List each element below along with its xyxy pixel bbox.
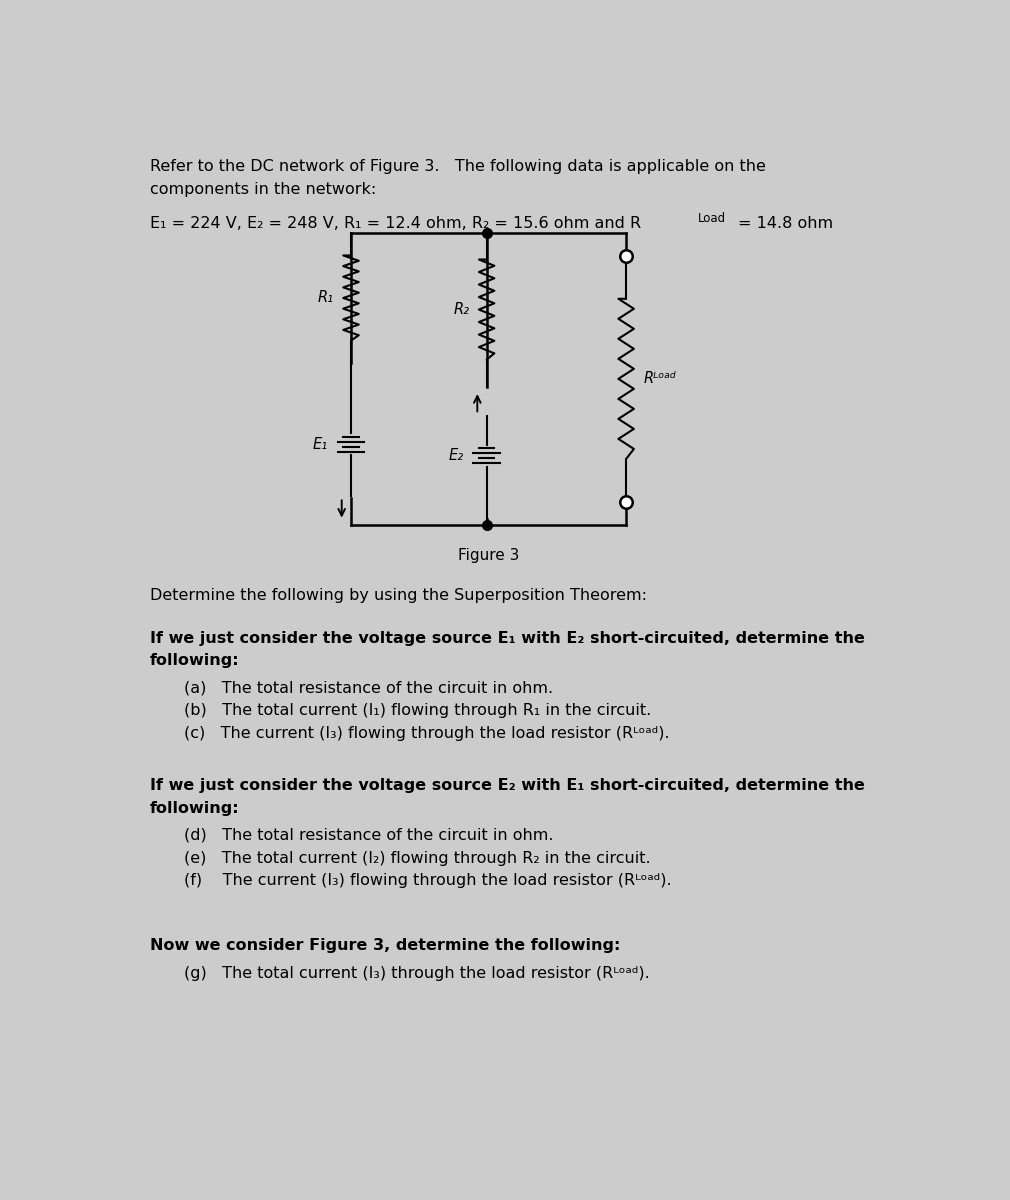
Text: (c)   The current (I₃) flowing through the load resistor (Rᴸᵒᵃᵈ).: (c) The current (I₃) flowing through the… bbox=[185, 726, 670, 742]
Text: Rᴸᵒᵃᵈ: Rᴸᵒᵃᵈ bbox=[643, 371, 676, 386]
Text: Refer to the DC network of Figure 3.   The following data is applicable on the: Refer to the DC network of Figure 3. The… bbox=[149, 160, 766, 174]
Text: R₁: R₁ bbox=[318, 290, 334, 306]
Text: (f)    The current (I₃) flowing through the load resistor (Rᴸᵒᵃᵈ).: (f) The current (I₃) flowing through the… bbox=[185, 874, 672, 888]
Text: (a)   The total resistance of the circuit in ohm.: (a) The total resistance of the circuit … bbox=[185, 680, 553, 696]
Text: If we just consider the voltage source E₁ with E₂ short-circuited, determine the: If we just consider the voltage source E… bbox=[149, 631, 865, 646]
Text: E₁ = 224 V, E₂ = 248 V, R₁ = 12.4 ohm, R₂ = 15.6 ohm and R: E₁ = 224 V, E₂ = 248 V, R₁ = 12.4 ohm, R… bbox=[149, 216, 640, 232]
Text: (b)   The total current (I₁) flowing through R₁ in the circuit.: (b) The total current (I₁) flowing throu… bbox=[185, 703, 651, 719]
Text: = 14.8 ohm: = 14.8 ohm bbox=[738, 216, 833, 232]
Text: following:: following: bbox=[149, 800, 239, 816]
Text: (e)   The total current (I₂) flowing through R₂ in the circuit.: (e) The total current (I₂) flowing throu… bbox=[185, 851, 651, 865]
Text: Load: Load bbox=[698, 212, 726, 224]
Text: Determine the following by using the Superposition Theorem:: Determine the following by using the Sup… bbox=[149, 588, 646, 604]
Text: E₂: E₂ bbox=[448, 449, 464, 463]
Text: (g)   The total current (I₃) through the load resistor (Rᴸᵒᵃᵈ).: (g) The total current (I₃) through the l… bbox=[185, 966, 650, 980]
Text: R₂: R₂ bbox=[453, 302, 470, 317]
Text: following:: following: bbox=[149, 653, 239, 668]
Text: E₁: E₁ bbox=[313, 437, 328, 452]
Text: (d)   The total resistance of the circuit in ohm.: (d) The total resistance of the circuit … bbox=[185, 828, 553, 842]
Text: If we just consider the voltage source E₂ with E₁ short-circuited, determine the: If we just consider the voltage source E… bbox=[149, 778, 865, 793]
Text: Now we consider Figure 3, determine the following:: Now we consider Figure 3, determine the … bbox=[149, 938, 620, 954]
Text: components in the network:: components in the network: bbox=[149, 182, 376, 197]
Text: Figure 3: Figure 3 bbox=[458, 548, 519, 563]
